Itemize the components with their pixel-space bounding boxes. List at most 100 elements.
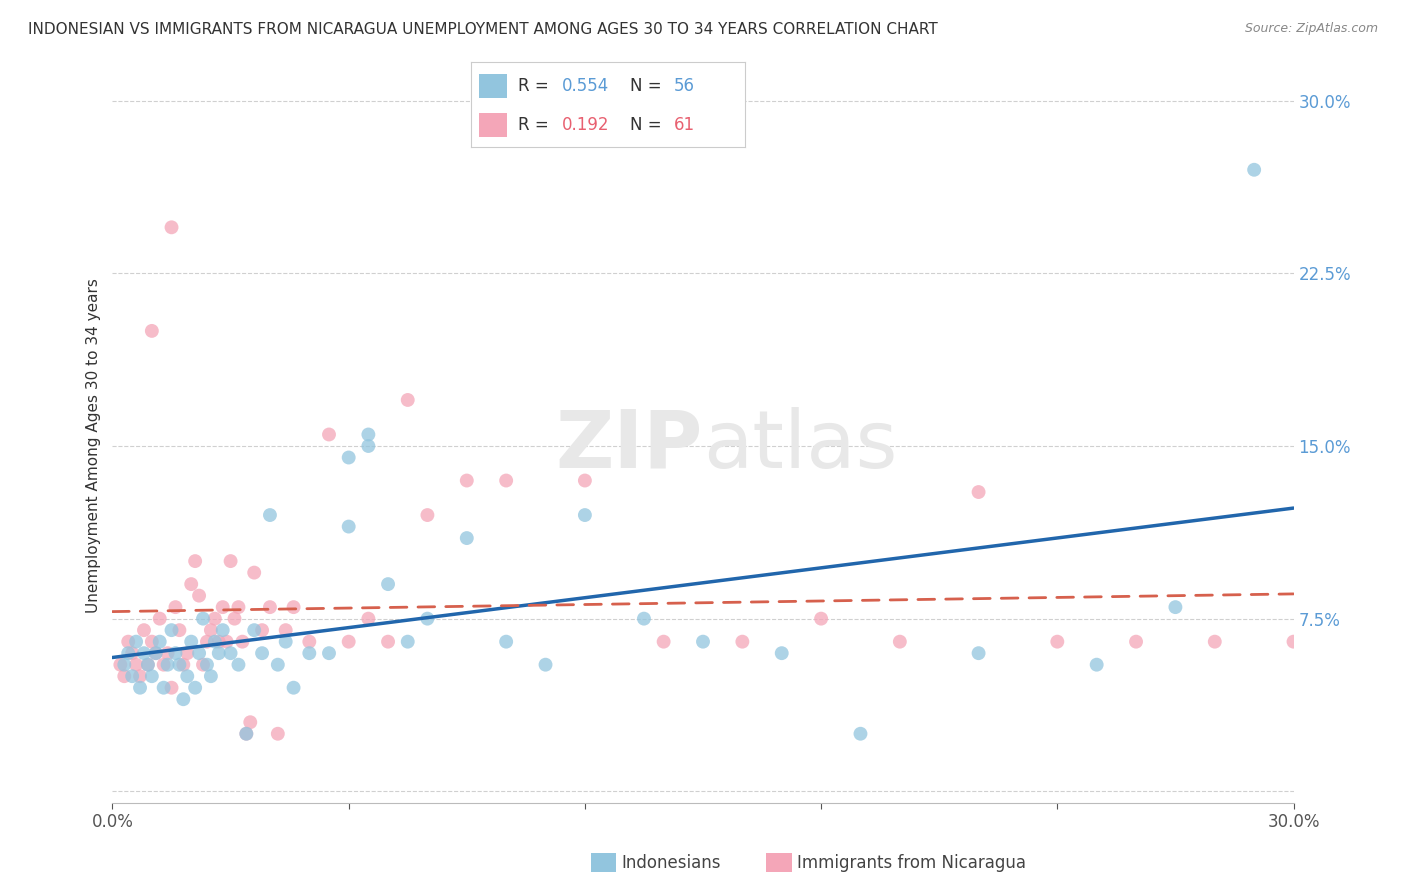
Point [239, 715, 262, 730]
Point [145, 646, 167, 660]
Text: R =: R = [517, 78, 554, 95]
Text: N =: N = [630, 78, 666, 95]
Point [259, 600, 281, 615]
Point [211, 623, 233, 637]
Point [208, 646, 231, 660]
Point [219, 646, 242, 660]
Point [889, 634, 911, 648]
Point [195, 634, 218, 648]
Point [191, 657, 214, 672]
Point [337, 450, 360, 465]
Point [231, 634, 253, 648]
Point [337, 634, 360, 648]
Point [160, 681, 183, 695]
Point [132, 646, 155, 660]
Point [377, 634, 399, 648]
Point [180, 577, 202, 591]
Point [267, 727, 290, 741]
Point [235, 727, 257, 741]
Point [129, 681, 152, 695]
Point [967, 646, 990, 660]
Point [574, 508, 596, 522]
Point [188, 646, 211, 660]
Point [156, 657, 179, 672]
Point [228, 657, 250, 672]
Point [810, 612, 832, 626]
Point [692, 634, 714, 648]
Point [129, 669, 152, 683]
Point [298, 646, 321, 660]
Point [141, 324, 163, 338]
Point [149, 612, 172, 626]
Point [125, 657, 148, 672]
Point [204, 634, 226, 648]
Point [1164, 600, 1187, 615]
Point [652, 634, 675, 648]
Point [200, 669, 222, 683]
Point [416, 612, 439, 626]
Point [318, 427, 340, 442]
Point [416, 508, 439, 522]
Point [337, 519, 360, 533]
Point [283, 681, 305, 695]
Point [770, 646, 793, 660]
Point [136, 657, 159, 672]
Point [219, 554, 242, 568]
Point [357, 439, 380, 453]
Point [180, 634, 202, 648]
Point [117, 634, 139, 648]
Point [574, 474, 596, 488]
Text: atlas: atlas [703, 407, 897, 485]
Point [172, 692, 194, 706]
Point [172, 657, 194, 672]
Point [211, 600, 233, 615]
Point [200, 623, 222, 637]
Point [357, 612, 380, 626]
Point [121, 669, 143, 683]
Point [112, 669, 135, 683]
Point [188, 589, 211, 603]
Point [149, 634, 172, 648]
Point [176, 646, 198, 660]
Point [259, 508, 281, 522]
Text: N =: N = [630, 116, 666, 134]
Point [195, 657, 218, 672]
Point [215, 634, 238, 648]
Text: 61: 61 [673, 116, 695, 134]
Point [298, 634, 321, 648]
Text: Immigrants from Nicaragua: Immigrants from Nicaragua [797, 854, 1026, 871]
FancyBboxPatch shape [479, 74, 506, 98]
Point [495, 634, 517, 648]
FancyBboxPatch shape [479, 113, 506, 137]
Point [208, 634, 231, 648]
Point [160, 623, 183, 637]
Point [235, 727, 257, 741]
Point [267, 657, 290, 672]
Point [165, 600, 187, 615]
Point [112, 657, 135, 672]
Point [132, 623, 155, 637]
Point [1125, 634, 1147, 648]
Point [250, 646, 273, 660]
Point [165, 646, 187, 660]
Point [243, 566, 266, 580]
Point [1282, 634, 1305, 648]
Point [141, 669, 163, 683]
Point [967, 485, 990, 500]
Point [1204, 634, 1226, 648]
Point [396, 634, 419, 648]
Point [160, 220, 183, 235]
Point [176, 669, 198, 683]
Point [243, 623, 266, 637]
Text: R =: R = [517, 116, 554, 134]
Point [318, 646, 340, 660]
Point [228, 600, 250, 615]
Point [377, 577, 399, 591]
Point [224, 612, 246, 626]
Text: ZIP: ZIP [555, 407, 703, 485]
Point [250, 623, 273, 637]
Point [849, 727, 872, 741]
Y-axis label: Unemployment Among Ages 30 to 34 years: Unemployment Among Ages 30 to 34 years [86, 278, 101, 614]
Point [191, 612, 214, 626]
Point [1243, 162, 1265, 177]
